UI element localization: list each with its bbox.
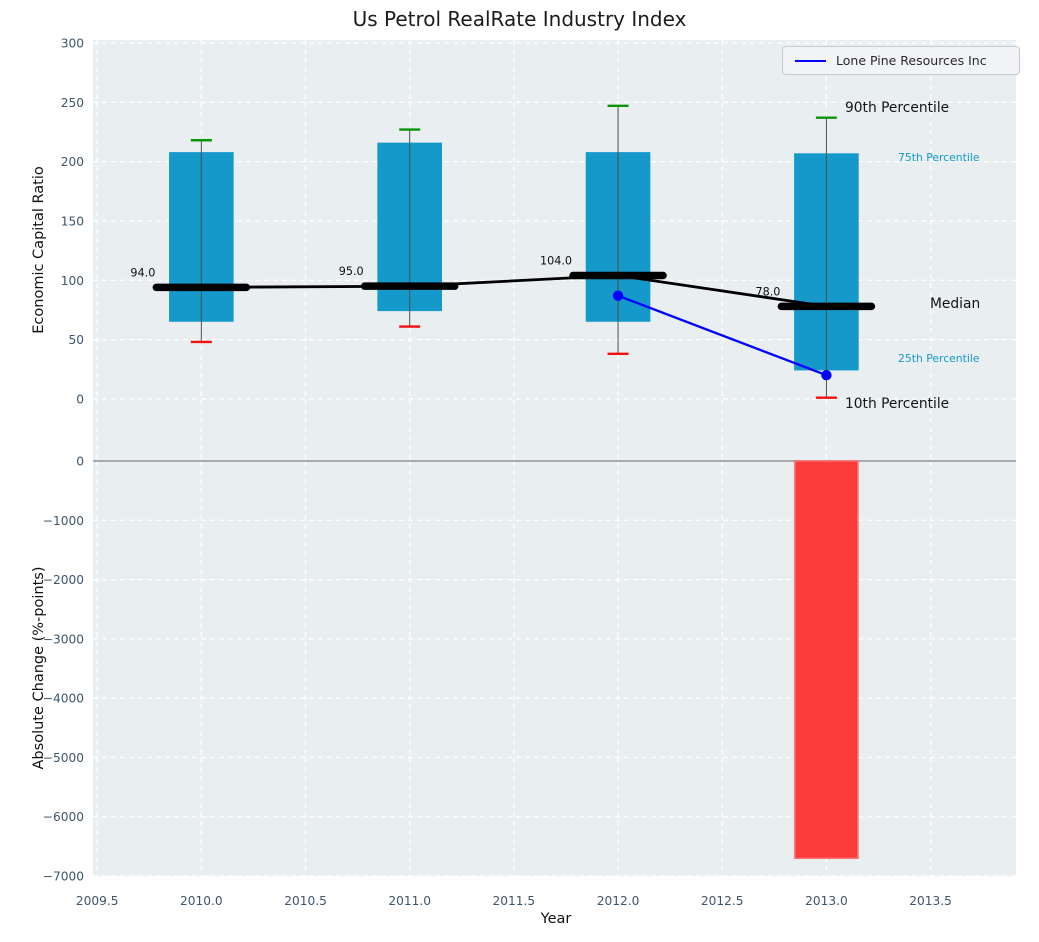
legend: Lone Pine Resources Inc — [782, 46, 1020, 75]
bottom-axes-background — [93, 461, 1016, 876]
y-tick-label: −7000 — [43, 870, 84, 884]
y-tick-label: 0 — [76, 392, 84, 406]
top-axes-background — [93, 40, 1016, 460]
y-tick-label: −5000 — [43, 751, 84, 765]
y-axis-label-top: Economic Capital Ratio — [31, 166, 47, 334]
series-marker — [612, 290, 624, 301]
x-tick-label: 2013.5 — [909, 894, 952, 908]
x-tick-label: 2012.0 — [597, 894, 640, 908]
x-tick-label: 2011.0 — [388, 894, 431, 908]
annotation-median: Median — [930, 296, 981, 312]
x-tick-label: 2010.5 — [284, 894, 327, 908]
x-tick-label: 2012.5 — [701, 894, 744, 908]
x-axis-label: Year — [540, 911, 572, 927]
y-tick-label: 200 — [61, 155, 84, 169]
y-tick-label: 100 — [61, 274, 84, 288]
y-tick-label: 50 — [68, 333, 84, 347]
chart-title: Us Petrol RealRate Industry Index — [352, 7, 687, 31]
y-tick-label: −3000 — [43, 632, 84, 646]
y-tick-label: −1000 — [43, 514, 84, 528]
legend-line-sample — [795, 59, 826, 62]
annotation-90th-percentile: 90th Percentile — [845, 100, 950, 116]
y-tick-label: 250 — [61, 96, 84, 110]
y-tick-label: 300 — [61, 36, 84, 50]
series-marker — [821, 369, 832, 381]
median-value-label: 78.0 — [755, 285, 780, 298]
change-bar — [794, 460, 859, 860]
median-value-label: 94.0 — [130, 266, 155, 279]
y-tick-label: −6000 — [43, 810, 84, 824]
median-value-label: 95.0 — [339, 265, 364, 278]
y-tick-label: 150 — [61, 214, 84, 228]
x-tick-label: 2009.5 — [76, 894, 119, 908]
x-tick-label: 2011.5 — [493, 894, 536, 908]
x-tick-label: 2010.0 — [180, 894, 223, 908]
annotation-10th-percentile: 10th Percentile — [845, 396, 950, 412]
y-tick-label: −2000 — [43, 573, 84, 587]
y-tick-label: −4000 — [43, 692, 84, 706]
y-axis-label-bottom: Absolute Change (%-points) — [31, 566, 47, 770]
annotation-25th-percentile: 25th Percentile — [898, 352, 980, 365]
x-tick-label: 2013.0 — [805, 894, 848, 908]
series-line — [617, 294, 827, 377]
annotation-75th-percentile: 75th Percentile — [898, 151, 980, 164]
y-tick-label: 0 — [76, 455, 84, 469]
median-value-label: 104.0 — [540, 255, 572, 268]
legend-label: Lone Pine Resources Inc — [836, 53, 987, 68]
median-connector-line — [201, 274, 827, 308]
